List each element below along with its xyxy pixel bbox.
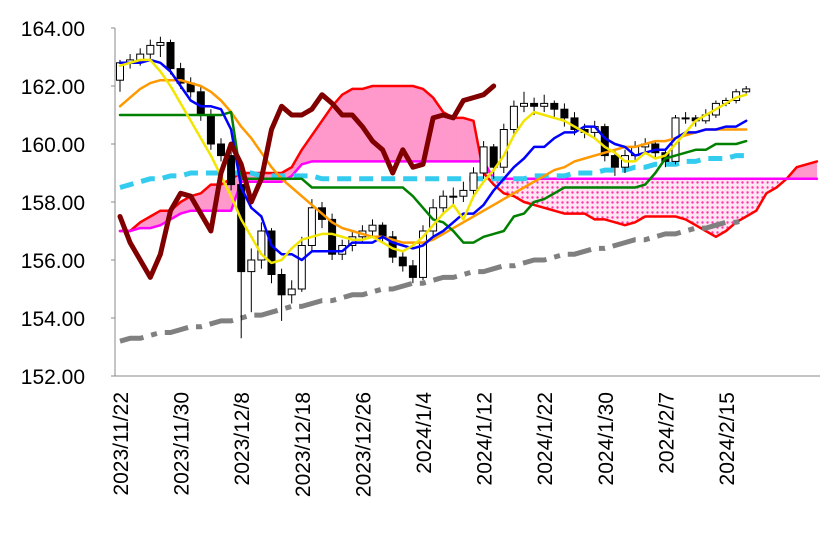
series-line: [119, 216, 747, 344]
cloud-segment: [564, 178, 575, 214]
candle-body: [307, 207, 316, 247]
candle-body: [368, 224, 377, 232]
candle-body: [156, 42, 165, 46]
cloud-segment: [412, 85, 424, 162]
series-line: [118, 84, 819, 239]
cloud-segment: [604, 178, 616, 223]
series-line: [119, 153, 747, 190]
series-line: [117, 83, 497, 280]
candle-body: [398, 256, 407, 267]
cloud-segment: [341, 88, 353, 162]
cloud-segment: [614, 178, 626, 226]
x-tick-label: 2023/12/18: [292, 392, 315, 497]
candle-body: [196, 91, 205, 116]
cloud-segment: [665, 178, 676, 217]
candle-body: [520, 102, 528, 107]
cloud-segment: [695, 178, 707, 232]
candle-body: [277, 274, 286, 296]
candle-body: [459, 189, 468, 197]
candle-body: [267, 230, 276, 275]
series-line: [118, 58, 748, 262]
y-tick-label: 152.00: [21, 366, 85, 389]
cloud-segment: [735, 178, 747, 223]
candle-body: [257, 230, 266, 261]
x-tick-label: 2024/2/15: [716, 392, 739, 485]
x-tick-label: 2023/12/8: [231, 392, 254, 485]
candle-body: [540, 102, 549, 107]
candle-body: [651, 143, 660, 154]
cloud-segment: [594, 178, 606, 220]
candle-body: [378, 224, 387, 238]
y-tick-label: 156.00: [21, 250, 85, 273]
candle-body: [176, 68, 185, 84]
candle-body: [479, 146, 488, 174]
candle-body: [530, 102, 539, 107]
y-tick-label: 162.00: [21, 76, 85, 99]
y-tick-label: 160.00: [21, 134, 85, 157]
candle-body: [287, 288, 296, 296]
candle-body: [328, 218, 337, 255]
candle-body: [610, 155, 619, 168]
axes: 152.00 154.00 156.00 158.00 160.00 162.00 164.…: [21, 18, 820, 497]
cloud-segment: [453, 117, 464, 162]
candle-body: [206, 114, 215, 145]
candle-body: [469, 172, 478, 191]
x-tick-label: 2024/1/22: [534, 392, 557, 485]
y-tick-label: 154.00: [21, 308, 85, 331]
x-tick-label: 2024/1/4: [413, 392, 436, 474]
x-tick-label: 2023/11/22: [110, 392, 133, 496]
candle-body: [681, 117, 690, 120]
candle-body: [237, 184, 246, 273]
x-tick-label: 2023/12/26: [352, 392, 375, 497]
cloud-segment: [554, 178, 565, 214]
candle-body: [439, 195, 448, 209]
candle-body: [419, 230, 427, 278]
candle-body: [489, 146, 498, 168]
cloud-segment: [675, 178, 686, 220]
candle-body: [348, 236, 357, 247]
cloud-segment: [574, 178, 585, 214]
x-tick-label: 2024/1/30: [595, 392, 618, 485]
cloud-segment: [463, 117, 474, 162]
cloud-segment: [624, 178, 636, 226]
candle-body: [408, 265, 417, 278]
candle-body: [297, 245, 306, 290]
candle-body: [550, 102, 559, 110]
cloud-segment: [533, 178, 545, 209]
cloud-segment: [432, 96, 444, 162]
cloud-segment: [685, 178, 696, 226]
series-line: [118, 58, 748, 265]
y-tick-label: 164.00: [21, 18, 85, 41]
candle-body: [449, 195, 458, 198]
candle-body: [227, 155, 236, 186]
candle-body: [146, 44, 155, 55]
series-line: [118, 78, 748, 244]
cloud-segment: [362, 85, 373, 162]
cloud-segment: [655, 178, 666, 217]
x-tick-label: 2024/2/7: [655, 392, 678, 474]
line-layer: [117, 58, 748, 280]
candle-body: [247, 259, 256, 273]
cloud-segment: [715, 178, 727, 238]
candle-body: [217, 143, 225, 157]
x-tick-label: 2024/1/12: [474, 392, 497, 485]
series-line: [118, 160, 819, 233]
candle-body: [509, 105, 518, 131]
candle-layer: [116, 36, 819, 344]
y-tick-label: 158.00: [21, 192, 85, 215]
candle-body: [742, 88, 751, 93]
candle-body: [560, 108, 569, 119]
x-tick-label: 2023/11/30: [171, 392, 194, 496]
candle-body: [166, 42, 175, 70]
